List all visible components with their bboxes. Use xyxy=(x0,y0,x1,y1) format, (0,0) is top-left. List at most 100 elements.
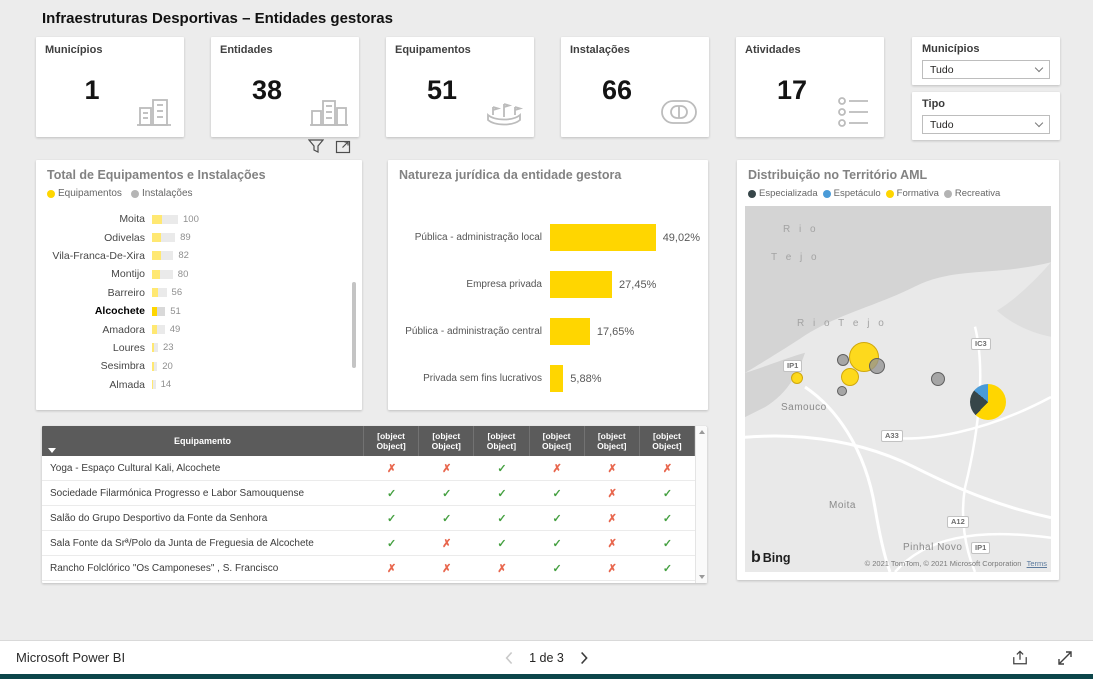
bar-segment-instalacoes xyxy=(160,269,173,279)
activity-list-icon xyxy=(838,97,868,127)
cell-acesso-deficiencia xyxy=(364,531,419,555)
bar-row[interactable]: Empresa privada 27,45% xyxy=(388,261,700,308)
map-visual: Distribuição no Território AML Especiali… xyxy=(737,160,1059,580)
bar-row[interactable]: Privada sem fins lucrativos 5,88% xyxy=(388,355,700,402)
equipment-name-cell: Salão do Grupo Desportivo da Fonte da Se… xyxy=(50,512,268,524)
column-header[interactable]: [object Object] xyxy=(640,426,696,456)
map-bubble-marker[interactable] xyxy=(837,386,847,396)
legend-dot-icon xyxy=(885,189,894,198)
scroll-up-icon[interactable] xyxy=(699,430,705,434)
bar[interactable] xyxy=(550,224,656,251)
bar-segment-equipamentos xyxy=(152,325,158,335)
bar-segment-equipamentos xyxy=(152,251,161,261)
bar-row[interactable]: Odivelas 89 xyxy=(46,228,346,246)
bar-row[interactable]: Sesimbra 20 xyxy=(46,357,346,375)
fullscreen-button[interactable] xyxy=(1057,650,1073,666)
bar[interactable] xyxy=(152,269,173,279)
scroll-down-icon[interactable] xyxy=(699,575,705,579)
bar[interactable] xyxy=(152,251,174,261)
map-place-label: Moita xyxy=(829,500,856,511)
table-row[interactable]: Sociedade Filarmónica Progresso e Labor … xyxy=(42,481,707,506)
municipios-dropdown[interactable]: Tudo xyxy=(922,60,1050,79)
terms-link[interactable]: Terms xyxy=(1026,559,1047,568)
bar-row[interactable]: Vila-Franca-De-Xira 82 xyxy=(46,247,346,265)
chevron-down-icon xyxy=(1034,63,1044,73)
bar[interactable] xyxy=(152,380,156,390)
bing-logo[interactable]: Bing xyxy=(751,549,791,567)
city-buildings-icon xyxy=(137,99,171,126)
chart-title: Total de Equipamentos e Instalações xyxy=(47,168,266,182)
map-bubble-marker[interactable] xyxy=(869,358,885,374)
legend-item[interactable]: Especializada xyxy=(748,188,818,199)
cell-utilizacao-reservada xyxy=(530,456,585,480)
next-page-button[interactable] xyxy=(580,651,589,665)
column-header[interactable]: [object Object] xyxy=(364,426,420,456)
column-header[interactable]: [object Object] xyxy=(585,426,640,456)
bar[interactable] xyxy=(550,365,564,392)
map-bubble-marker[interactable] xyxy=(841,368,859,386)
equipment-name-cell: Sociedade Filarmónica Progresso e Labor … xyxy=(50,487,305,499)
legend-label: Instalações xyxy=(141,188,193,199)
bar[interactable] xyxy=(152,233,176,243)
legend-item[interactable]: Recreativa xyxy=(943,188,1000,199)
cell-area-espectadores xyxy=(419,531,474,555)
cell-utilizacao-exclusiva xyxy=(640,506,695,530)
bar[interactable] xyxy=(152,325,165,335)
bing-map[interactable]: R i o T e j o R i o T e j o Samouco Moit… xyxy=(745,206,1051,572)
cell-area-espectadores xyxy=(419,556,474,580)
map-bubble-marker[interactable] xyxy=(837,354,849,366)
bing-text: Bing xyxy=(762,551,791,565)
bar-row[interactable]: Alcochete 51 xyxy=(46,302,346,320)
bar-row[interactable]: Almada 14 xyxy=(46,376,346,394)
legend-item[interactable]: Equipamentos xyxy=(47,188,122,199)
bar[interactable] xyxy=(550,271,613,298)
legend-item[interactable]: Instalações xyxy=(130,188,193,199)
bar[interactable] xyxy=(152,214,178,224)
tipo-dropdown[interactable]: Tudo xyxy=(922,115,1050,134)
table-row[interactable]: Rancho Folclórico "Os Camponeses" , S. F… xyxy=(42,556,707,581)
bar-row[interactable]: Montijo 80 xyxy=(46,265,346,283)
bar-row[interactable]: Barreiro 56 xyxy=(46,284,346,302)
bar-row[interactable]: Pública - administração local 49,02% xyxy=(388,214,700,261)
bar[interactable] xyxy=(152,306,166,316)
bar-segment-equipamentos xyxy=(152,214,163,224)
column-header[interactable]: [object Object] xyxy=(419,426,475,456)
column-header-equipamento[interactable]: Equipamento xyxy=(42,426,364,456)
bar[interactable] xyxy=(152,361,158,371)
map-bubble-marker[interactable] xyxy=(931,372,945,386)
page-indicator: 1 de 3 xyxy=(529,650,564,665)
column-header[interactable]: [object Object] xyxy=(474,426,530,456)
table-row[interactable]: Sala Fonte da Srª/Polo da Junta de Fregu… xyxy=(42,531,707,556)
legend-item[interactable]: Formativa xyxy=(885,188,939,199)
legend-label: Equipamentos xyxy=(58,188,122,199)
bar-value-label: 89 xyxy=(180,232,191,244)
column-header[interactable]: [object Object] xyxy=(530,426,585,456)
column-filter-icon[interactable] xyxy=(48,448,56,453)
focus-mode-icon[interactable] xyxy=(335,139,351,154)
bar[interactable] xyxy=(550,318,590,345)
map-bubble-marker[interactable] xyxy=(791,372,803,384)
bar[interactable] xyxy=(152,343,158,353)
bar-row[interactable]: Pública - administração central 17,65% xyxy=(388,308,700,355)
category-label: Alcochete xyxy=(94,305,145,318)
share-button[interactable] xyxy=(1011,649,1029,666)
prev-page-button[interactable] xyxy=(504,651,513,665)
bar-row[interactable]: Amadora 49 xyxy=(46,320,346,338)
map-place-label: Samouco xyxy=(781,402,827,413)
cell-utilizacao-livre xyxy=(585,456,640,480)
bar[interactable] xyxy=(152,288,167,298)
map-pie-marker[interactable] xyxy=(970,384,1006,420)
natureza-juridica-chart: Natureza jurídica da entidade gestora Pú… xyxy=(388,160,708,410)
bar-row[interactable]: Moita 100 xyxy=(46,210,346,228)
bottom-accent-bar xyxy=(0,674,1093,679)
table-body: Yoga - Espaço Cultural Kali, Alcochete S… xyxy=(42,456,707,581)
cell-acesso-deficiencia xyxy=(364,556,419,580)
chart-scrollbar[interactable] xyxy=(352,282,356,368)
cell-balneario xyxy=(474,481,529,505)
bar-row[interactable]: Loures 23 xyxy=(46,339,346,357)
table-row[interactable]: Yoga - Espaço Cultural Kali, Alcochete xyxy=(42,456,707,481)
table-scrollbar[interactable] xyxy=(695,426,707,583)
table-row[interactable]: Salão do Grupo Desportivo da Fonte da Se… xyxy=(42,506,707,531)
filter-funnel-icon[interactable] xyxy=(308,139,324,154)
legend-item[interactable]: Espetáculo xyxy=(822,188,881,199)
